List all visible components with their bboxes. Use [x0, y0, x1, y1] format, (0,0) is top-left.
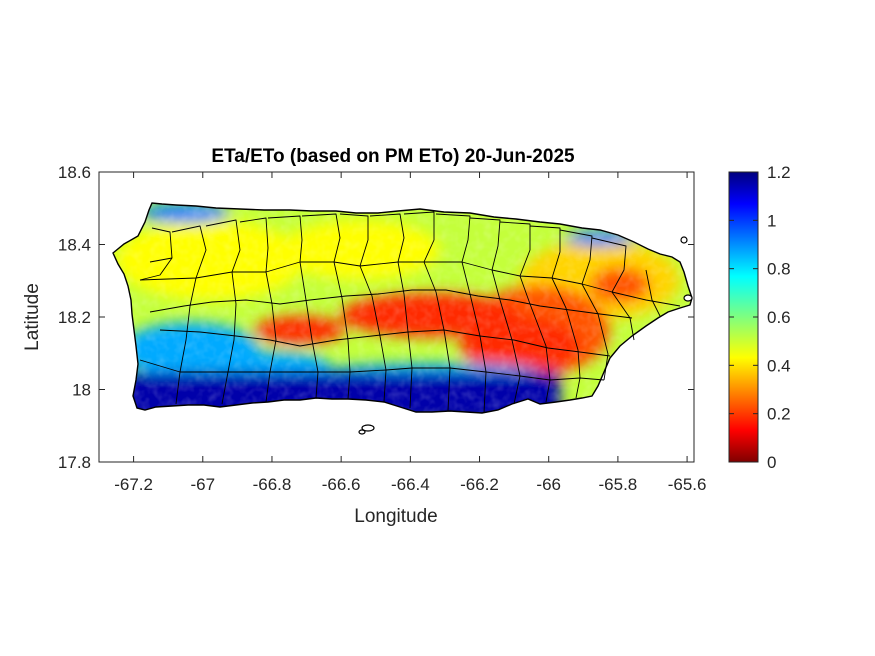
municipality-boundary — [239, 217, 269, 273]
municipality-boundary — [333, 261, 351, 400]
municipality-boundary — [267, 215, 303, 263]
municipality-boundary — [559, 229, 593, 285]
municipality-boundary — [529, 225, 561, 279]
municipality-boundary — [359, 265, 387, 403]
municipality-boundary — [149, 257, 173, 263]
x-tick-label: -67 — [190, 475, 215, 494]
municipality-boundary — [611, 291, 635, 341]
small-island — [358, 429, 366, 435]
municipality-boundary — [461, 261, 487, 414]
chart-title: ETa/ETo (based on PM ETo) 20-Jun-2025 — [211, 146, 575, 167]
municipality-boundaries — [112, 202, 693, 435]
y-tick-label: 18.4 — [58, 236, 91, 255]
heat-texture — [113, 203, 692, 413]
municipality-boundary — [175, 277, 197, 405]
municipality-boundary — [581, 283, 609, 381]
colorbar-tick-label: 1.2 — [767, 163, 791, 182]
municipality-boundary — [149, 289, 633, 319]
y-axis-label: Latitude — [22, 283, 43, 351]
municipality-boundary — [159, 329, 611, 357]
small-island — [361, 424, 375, 432]
municipality-boundary — [221, 271, 237, 405]
y-axis-ticks: 17.8 18 18.2 18.4 18.6 — [58, 163, 694, 472]
colorbar: 0 0.2 0.4 0.6 0.8 1 1.2 — [728, 163, 791, 472]
colorbar-tick-label: 1 — [767, 211, 776, 230]
colorbar-tick-label: 0 — [767, 453, 776, 472]
y-tick-label: 18.2 — [58, 308, 91, 327]
x-tick-label: -66 — [536, 475, 561, 494]
municipality-boundary — [171, 225, 207, 279]
municipality-boundary — [403, 211, 435, 263]
x-tick-label: -65.8 — [599, 475, 638, 494]
municipality-boundary — [551, 277, 581, 399]
x-tick-label: -66.8 — [253, 475, 292, 494]
x-axis-label: Longitude — [354, 506, 437, 527]
x-tick-label: -66.6 — [322, 475, 361, 494]
municipality-boundary — [265, 271, 277, 403]
x-tick-label: -67.2 — [114, 475, 153, 494]
colorbar-tick-label: 0.6 — [767, 308, 791, 327]
municipality-boundary — [519, 275, 551, 403]
municipality-boundary — [469, 217, 501, 271]
municipality-boundary — [591, 237, 627, 293]
municipality-boundary — [301, 213, 341, 263]
municipality-boundary — [139, 359, 605, 381]
colorbar-tick-label: 0.4 — [767, 356, 791, 375]
colorbar-tick-label: 0.2 — [767, 405, 791, 424]
municipality-boundary — [491, 269, 521, 405]
municipality-boundary — [299, 261, 319, 399]
x-axis-ticks: -67.2 -67 -66.8 -66.6 -66.4 -66.2 -66 -65.8 -65.… — [114, 172, 706, 494]
plot-area: -67.2 -67 -66.8 -66.6 -66.4 -66.2 -66 -65.8 -65.… — [58, 163, 707, 494]
colorbar-tick-label: 0.8 — [767, 260, 791, 279]
colorbar-ticks: 0 0.2 0.4 0.6 0.8 1 1.2 — [729, 163, 791, 472]
municipality-boundary — [397, 261, 413, 409]
municipality-boundary — [645, 269, 661, 317]
y-tick-label: 18 — [72, 381, 91, 400]
x-tick-label: -66.2 — [460, 475, 499, 494]
y-tick-label: 17.8 — [58, 453, 91, 472]
small-island — [680, 236, 688, 244]
municipality-boundary — [339, 213, 369, 267]
x-tick-label: -66.4 — [391, 475, 430, 494]
small-island — [683, 294, 693, 302]
municipality-boundary — [205, 219, 241, 273]
x-tick-label: -65.6 — [668, 475, 707, 494]
municipality-boundary — [423, 261, 451, 412]
municipality-boundary — [499, 221, 531, 277]
municipality-boundary — [435, 213, 471, 263]
y-tick-label: 18.6 — [58, 163, 91, 182]
municipality-boundary — [369, 213, 405, 263]
island-coastline — [112, 202, 693, 414]
